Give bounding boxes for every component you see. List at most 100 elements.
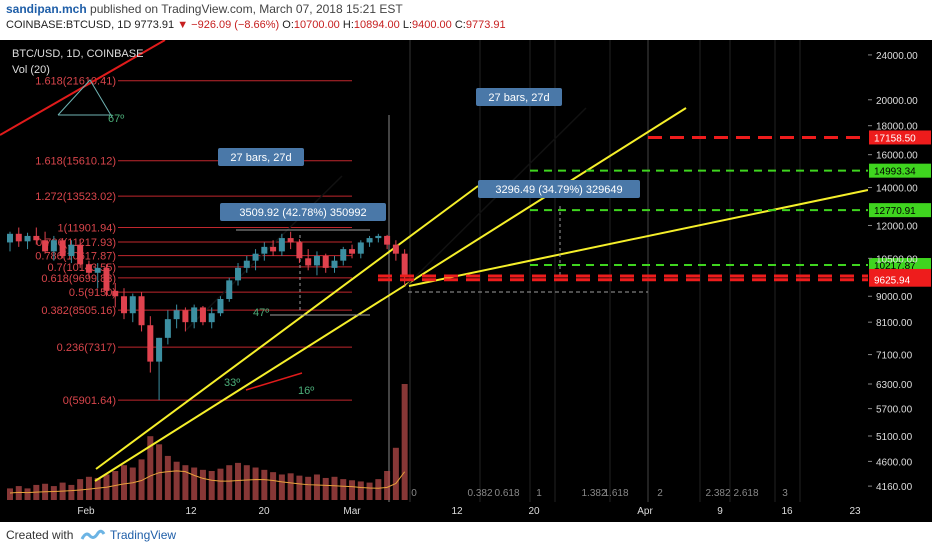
measure-label-box bbox=[220, 203, 386, 221]
candle-body[interactable] bbox=[191, 307, 198, 323]
candle-body[interactable] bbox=[401, 253, 408, 276]
price-tick-label: 12000.00 bbox=[876, 221, 918, 232]
candle-body[interactable] bbox=[7, 233, 13, 243]
candle-body[interactable] bbox=[349, 249, 356, 254]
candle-body[interactable] bbox=[94, 267, 101, 273]
fib-level-label: 1.618(15610.12) bbox=[35, 156, 116, 168]
candle-body[interactable] bbox=[15, 233, 22, 242]
candle-body[interactable] bbox=[121, 296, 128, 314]
volume-bar bbox=[147, 436, 154, 500]
price-chart[interactable]: 1.618(21610.41) 1.618(15610.12) 1.272(1352… bbox=[0, 40, 932, 522]
price-tick-label: 7100.00 bbox=[876, 351, 913, 362]
volume-bar bbox=[121, 465, 128, 500]
cycle-label: 1.382 bbox=[581, 488, 606, 499]
candle-body[interactable] bbox=[340, 249, 347, 261]
angle-label: 33º bbox=[224, 377, 240, 389]
price-tick-label: 6300.00 bbox=[876, 380, 913, 391]
candle-body[interactable] bbox=[278, 238, 285, 252]
candle-body[interactable] bbox=[375, 235, 382, 239]
measure-label-text: 27 bars, 27d bbox=[230, 152, 291, 164]
volume-bar bbox=[50, 486, 57, 500]
candle-body[interactable] bbox=[59, 240, 66, 256]
candle-body[interactable] bbox=[392, 244, 399, 254]
candle-body[interactable] bbox=[156, 337, 163, 362]
candle-body[interactable] bbox=[261, 246, 268, 254]
tradingview-logo-icon bbox=[80, 529, 106, 540]
volume-bar bbox=[357, 481, 364, 500]
created-with-text: Created with bbox=[6, 528, 74, 542]
time-tick-label: Mar bbox=[343, 506, 361, 517]
candle-body[interactable] bbox=[384, 235, 391, 245]
candle-body[interactable] bbox=[208, 313, 215, 323]
time-tick-label: 20 bbox=[528, 506, 540, 517]
candle-body[interactable] bbox=[366, 238, 373, 243]
candle-body[interactable] bbox=[287, 238, 294, 243]
publish-info: sandipan.mch published on TradingView.co… bbox=[6, 2, 403, 16]
volume-bar bbox=[129, 467, 136, 500]
candle-body[interactable] bbox=[129, 296, 136, 314]
volume-bar bbox=[199, 469, 206, 500]
volume-bar bbox=[384, 471, 391, 500]
price-tick-label: 14000.00 bbox=[876, 184, 918, 195]
price-level-tag bbox=[869, 130, 931, 145]
chart-legend: BTC/USD, 1D, COINBASE Vol (20) bbox=[12, 48, 143, 76]
time-axis[interactable]: Feb 12 20 Mar 12 20 Apr 9 16 230 0.382 0.618 1 1.3821… bbox=[77, 488, 861, 517]
volume-bar bbox=[226, 465, 233, 500]
candle-body[interactable] bbox=[270, 246, 277, 252]
candle-body[interactable] bbox=[226, 280, 233, 299]
candle-body[interactable] bbox=[85, 264, 92, 273]
price-axis[interactable]: 14993.3412770.9110217.8717158.509773.919… bbox=[868, 40, 932, 522]
cycle-label: 2 bbox=[657, 488, 663, 499]
legend-title: BTC/USD, 1D, COINBASE bbox=[12, 48, 143, 60]
open-value: 10700.00 bbox=[293, 19, 340, 31]
cycle-label: 2.618 bbox=[733, 488, 758, 499]
candle-body[interactable] bbox=[322, 255, 329, 268]
price-level-value: 9625.94 bbox=[874, 276, 911, 287]
volume-bar bbox=[15, 486, 22, 500]
candle-body[interactable] bbox=[24, 235, 31, 242]
author-link[interactable]: sandipan.mch bbox=[6, 2, 87, 16]
measure-label-box bbox=[218, 148, 304, 166]
volume-bar bbox=[156, 444, 163, 500]
volume-bar bbox=[173, 461, 180, 500]
candle-body[interactable] bbox=[243, 260, 250, 268]
candle-body[interactable] bbox=[357, 242, 364, 254]
candle-body[interactable] bbox=[68, 244, 75, 256]
candle-body[interactable] bbox=[199, 307, 206, 323]
candle-body[interactable] bbox=[252, 253, 259, 261]
volume-bar bbox=[68, 484, 75, 500]
price-level-value: 14993.34 bbox=[874, 167, 916, 178]
candle-body[interactable] bbox=[305, 258, 312, 266]
candle-body[interactable] bbox=[33, 235, 40, 241]
volume-bar bbox=[243, 465, 250, 500]
time-tick-label: 16 bbox=[781, 506, 793, 517]
candle-body[interactable] bbox=[164, 319, 171, 338]
angle-line-16 bbox=[245, 372, 303, 391]
cycle-label: 0.382 bbox=[467, 488, 492, 499]
volume-bar bbox=[85, 476, 92, 500]
volume-bar bbox=[322, 477, 329, 500]
candle-body[interactable] bbox=[331, 260, 338, 268]
candle-body[interactable] bbox=[103, 267, 110, 291]
volume-bar bbox=[191, 467, 198, 500]
angle-label: 67º bbox=[108, 113, 124, 125]
candle-body[interactable] bbox=[112, 290, 119, 297]
candle-body[interactable] bbox=[42, 240, 49, 252]
candle-body[interactable] bbox=[138, 296, 145, 326]
candle-body[interactable] bbox=[235, 267, 242, 281]
time-tick-label: 9 bbox=[717, 506, 723, 517]
fib-level-label: 0.382(8505.16) bbox=[41, 305, 116, 317]
candle-body[interactable] bbox=[217, 298, 224, 314]
volume-bar bbox=[366, 482, 373, 500]
candle-body[interactable] bbox=[296, 242, 303, 259]
volume-bar bbox=[164, 455, 171, 500]
candle-body[interactable] bbox=[173, 310, 180, 320]
candle-body[interactable] bbox=[50, 240, 57, 252]
candle-body[interactable] bbox=[147, 325, 154, 362]
price-tick-label: 16000.00 bbox=[876, 151, 918, 162]
candle-body[interactable] bbox=[182, 310, 189, 323]
tradingview-brand[interactable]: TradingView bbox=[110, 528, 177, 542]
candle-body[interactable] bbox=[77, 244, 84, 265]
candle-body[interactable] bbox=[313, 255, 320, 266]
low-label: L: bbox=[402, 19, 413, 31]
